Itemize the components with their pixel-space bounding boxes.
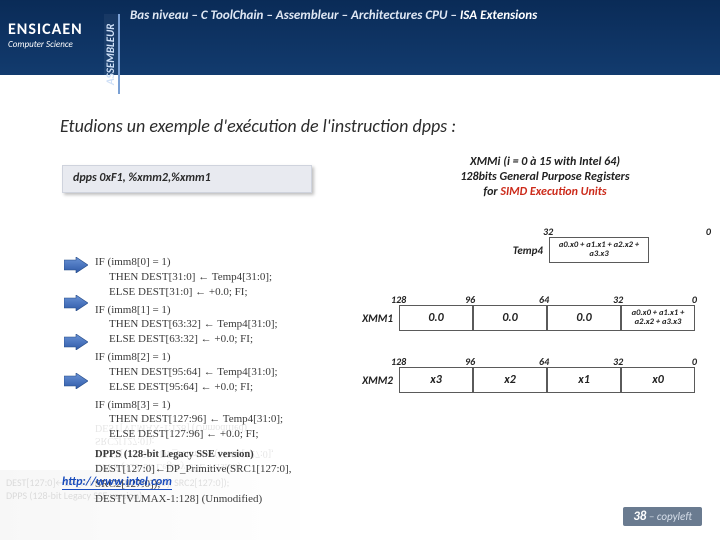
pseudo-1-else: ELSE DEST[63:32] ← +0.0; FI; [95, 332, 295, 347]
xmm1-cell-0: 0.0 [399, 305, 473, 331]
regdesc-l3-simd: SIMD Execution Units [500, 185, 606, 199]
breadcrumb: Bas niveau – C ToolChain – Assembleur – … [130, 8, 537, 23]
xmm1-cell-1: 0.0 [473, 305, 547, 331]
regdesc-line1: XMMi (i = 0 à 15 with Intel 64) [420, 155, 670, 170]
xmm1-tick-96: 96 [465, 293, 475, 306]
regdesc-l3-pre: for [483, 185, 500, 199]
xmm1-tick-0: 0 [692, 293, 697, 306]
xmm2-cell-2: x1 [547, 367, 621, 393]
page-number: 38 [633, 509, 646, 524]
xmm2-tick-96: 96 [465, 355, 475, 368]
xmm1-tick-64: 64 [539, 293, 549, 306]
xmm2-cell-0: x3 [399, 367, 473, 393]
xmm1-tick-32: 32 [613, 293, 623, 306]
crumb-3: Architectures CPU [351, 8, 448, 23]
background-shadow-text: DEST[127:0]←DP_Primitive(SRC1[127:0], SR… [0, 470, 320, 540]
logo-text: ENSICAEN [8, 20, 83, 39]
logo-subtitle: Computer Science [8, 39, 83, 50]
pseudo-1-then: THEN DEST[63:32] ← Temp4[31:0]; [95, 317, 295, 332]
side-label: ASSEMBLEUR [104, 14, 120, 94]
xmm1-cell-3: a0.x0 + a1.x1 + a2.x2 + a3.x3 [621, 305, 695, 331]
crumb-4: ISA Extensions [460, 8, 537, 23]
arrow-icon [64, 295, 88, 311]
pseudo-group-2: IF (imm8[2] = 1) THEN DEST[95:64] ← Temp… [95, 350, 295, 395]
pseudocode-reflection: DPPS (128-bit Legacy SSE version) DEST[1… [95, 413, 295, 473]
xmm2-cell-1: x2 [473, 367, 547, 393]
page-title: Etudions un exemple d'exécution de l'ins… [60, 115, 456, 137]
temp4-cell: a0.x0 + a1.x1 + a2.x2 + a3.x3 [549, 237, 649, 263]
page-footer: 38 – copyleft [623, 507, 702, 526]
register-xmm2: 128 96 64 32 0 XMM2 x3 x2 x1 x0 [345, 355, 695, 393]
pseudo-3-cond: IF (imm8[3] = 1) [95, 398, 295, 413]
xmm2-label: XMM2 [345, 374, 399, 387]
register-xmm1: 128 96 64 32 0 XMM1 0.0 0.0 0.0 a0.x0 + … [345, 293, 695, 331]
tick-0: 0 [706, 225, 711, 238]
crumb-0: Bas niveau [130, 8, 188, 23]
pseudo-1-cond: IF (imm8[1] = 1) [95, 303, 295, 318]
xmm1-label: XMM1 [345, 312, 399, 325]
xmm2-tick-0: 0 [692, 355, 697, 368]
arrow-icon [64, 334, 88, 350]
pseudo-group-1: IF (imm8[1] = 1) THEN DEST[63:32] ← Temp… [95, 303, 295, 348]
pseudo-0-else: ELSE DEST[31:0] ← +0.0; FI; [95, 285, 295, 300]
xmm2-cell-3: x0 [621, 367, 695, 393]
pseudo-2-else: ELSE DEST[95:64] ← +0.0; FI; [95, 380, 295, 395]
temp4-label: Temp4 [495, 244, 549, 257]
crumb-1: C ToolChain [201, 8, 264, 23]
pseudo-2-then: THEN DEST[95:64] ← Temp4[31:0]; [95, 365, 295, 380]
register-temp4: 32 0 Temp4 a0.x0 + a1.x1 + a2.x2 + a3.x3 [495, 225, 709, 263]
regdesc-line3: for SIMD Execution Units [420, 185, 670, 200]
crumb-2: Assembleur [276, 8, 339, 23]
code-box: dpps 0xF1, %xmm2,%xmm1 [62, 165, 312, 193]
logo: ENSICAEN Computer Science [8, 20, 83, 50]
regdesc-line2: 128bits General Purpose Registers [420, 170, 670, 185]
xmm2-tick-128: 128 [391, 355, 406, 368]
arrow-icon [64, 373, 88, 389]
xmm2-tick-64: 64 [539, 355, 549, 368]
footer-text: – copyleft [646, 510, 692, 523]
pseudo-2-cond: IF (imm8[2] = 1) [95, 350, 295, 365]
tick-32: 32 [543, 225, 553, 238]
xmm1-cell-2: 0.0 [547, 305, 621, 331]
xmm2-tick-32: 32 [613, 355, 623, 368]
pseudo-0-cond: IF (imm8[0] = 1) [95, 255, 295, 270]
arrow-icon [64, 257, 88, 273]
pseudo-0-then: THEN DEST[31:0] ← Temp4[31:0]; [95, 270, 295, 285]
xmm1-tick-128: 128 [391, 293, 406, 306]
register-description: XMMi (i = 0 à 15 with Intel 64) 128bits … [420, 155, 670, 200]
pseudo-group-0: IF (imm8[0] = 1) THEN DEST[31:0] ← Temp4… [95, 255, 295, 300]
